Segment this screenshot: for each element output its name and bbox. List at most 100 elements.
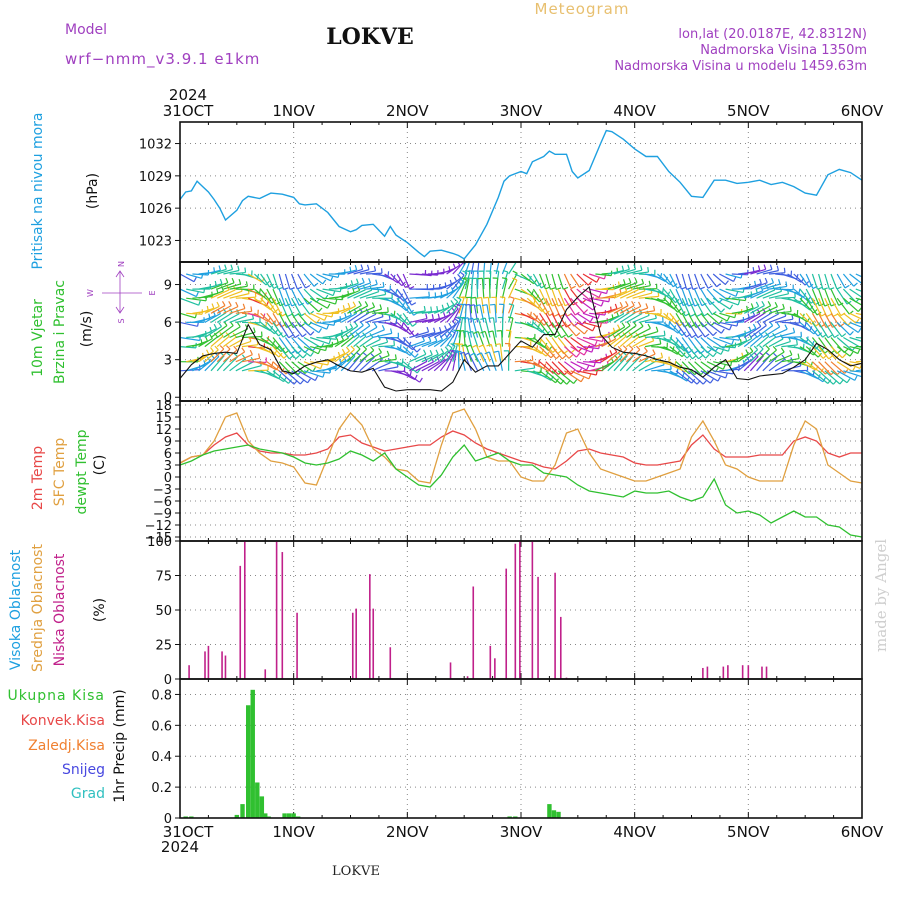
wind-barb-flag <box>241 347 246 353</box>
wind-barb-flag <box>368 278 372 284</box>
wind-barb <box>508 304 515 323</box>
wind-barb-flag <box>346 353 351 359</box>
wind-barb-flag <box>634 277 638 283</box>
wind-barb <box>582 273 597 283</box>
wind-barb <box>402 312 413 327</box>
wind-barb <box>768 272 785 275</box>
wind-barb <box>446 264 461 275</box>
wind-barb <box>700 288 711 305</box>
precip-bar <box>255 782 260 818</box>
wind-barb-flag <box>467 317 473 321</box>
wind-barb-flag <box>759 345 764 350</box>
wind-barb <box>186 288 204 294</box>
wind-barb <box>619 289 639 299</box>
wind-barb <box>824 288 832 307</box>
wind-barb <box>818 288 826 307</box>
wind-barb <box>663 346 678 355</box>
wind-barb <box>799 312 812 325</box>
y-tick-label: 0.8 <box>151 688 172 703</box>
wind-barb-flag <box>712 331 718 336</box>
wind-barb-flag <box>334 299 338 305</box>
wind-barb-flag <box>871 312 872 317</box>
wind-barb <box>619 305 635 314</box>
wind-barb <box>675 370 693 384</box>
wind-barb <box>533 370 552 381</box>
wind-barb <box>334 337 349 348</box>
wind-barb <box>750 312 766 323</box>
wind-barb <box>830 312 841 327</box>
wind-barb <box>545 361 559 375</box>
wind-barb-flag <box>867 360 868 365</box>
wind-barb <box>198 328 217 339</box>
precip-bar <box>250 689 255 818</box>
wind-barb <box>762 313 779 323</box>
wind-barb <box>492 317 497 338</box>
wind-barb <box>266 337 282 352</box>
compass-s: S <box>117 318 126 323</box>
wind-barb-flag <box>508 303 514 306</box>
wind-barb-flag <box>832 313 838 317</box>
wind-barb-flag <box>565 323 571 328</box>
wind-barb-flag <box>784 324 788 330</box>
wind-barb <box>216 348 231 363</box>
wind-barb <box>595 354 613 363</box>
wind-barb-flag <box>653 305 656 311</box>
wind-barb-flag <box>293 313 299 317</box>
wind-barb <box>799 297 814 314</box>
wind-barb-flag <box>537 324 541 330</box>
wind-barb-flag <box>362 345 367 350</box>
wind-barb <box>663 321 679 334</box>
wind-barb-flag <box>796 274 799 280</box>
wind-barb-flag <box>617 324 621 330</box>
wind-barb-flag <box>286 324 292 328</box>
wind-barb <box>675 337 690 354</box>
wind-barb <box>582 336 603 343</box>
wind-barb <box>843 346 859 355</box>
wind-barb <box>613 305 629 314</box>
wind-barb <box>340 312 357 323</box>
wind-barb <box>626 283 644 290</box>
wind-barb <box>303 321 320 334</box>
wind-barb-flag <box>256 273 260 279</box>
y-tick-label: 0 <box>164 673 172 688</box>
wind-barb <box>291 297 302 316</box>
wind-barb <box>180 321 198 327</box>
wind-barb <box>545 297 555 317</box>
wind-barb <box>545 346 557 360</box>
wind-barb-flag <box>463 317 469 320</box>
wind-barb-flag <box>484 351 490 355</box>
wind-barb-flag <box>628 345 634 350</box>
wind-barb <box>700 346 714 358</box>
wind-barb <box>756 325 774 338</box>
wind-barb-flag <box>298 302 304 306</box>
wind-barb-flag <box>622 279 626 285</box>
wind-barb-flag <box>450 300 455 305</box>
wind-barb <box>719 288 737 297</box>
wind-barb <box>359 313 377 323</box>
wind-barb <box>359 349 375 363</box>
dewpt-line <box>179 443 863 538</box>
wind-barb-flag <box>641 278 645 284</box>
wind-barb <box>675 273 682 290</box>
wind-barb <box>601 308 618 314</box>
wind-barb <box>551 313 560 328</box>
wind-barb <box>712 336 733 346</box>
wind-barb-flag <box>357 285 361 291</box>
wind-barb-flag <box>627 264 630 270</box>
wind-barb <box>842 297 859 313</box>
wind-barb-flag <box>765 352 771 357</box>
wind-barb <box>488 278 491 299</box>
wind-barb <box>743 325 762 338</box>
wind-barb <box>464 278 470 299</box>
wind-barb-flag <box>348 310 352 316</box>
wind-barb <box>223 269 240 275</box>
wind-barb-flag <box>761 300 765 306</box>
wind-barb <box>216 335 230 348</box>
wind-barb <box>359 356 375 372</box>
wind-barb <box>396 337 414 351</box>
cloud-label-2: Srednja Oblacnost <box>30 544 46 672</box>
wind-barb-flag <box>609 350 613 356</box>
wind-barb <box>650 273 666 282</box>
wind-barb <box>334 357 351 372</box>
wind-barb <box>811 288 820 306</box>
